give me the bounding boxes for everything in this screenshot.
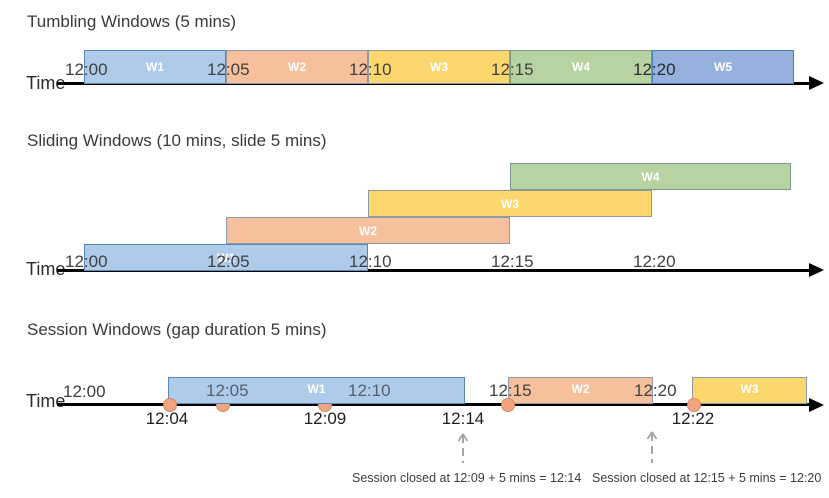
tick-label: 12:10 bbox=[349, 60, 392, 79]
sliding-axis-label: Time bbox=[26, 259, 66, 279]
tick-label: 12:10 bbox=[349, 252, 392, 271]
window-label: W2 bbox=[359, 224, 377, 238]
tick-label: 12:15 bbox=[489, 381, 532, 400]
tumbling-window-bar-w1: W1 bbox=[84, 50, 226, 84]
tick-label: 12:15 bbox=[491, 60, 534, 79]
window-label: W1 bbox=[217, 251, 235, 265]
session-axis-label: Time bbox=[26, 391, 66, 411]
tumbling-section-title: Tumbling Windows (5 mins) bbox=[27, 12, 237, 31]
tick-label: 12:00 bbox=[65, 252, 108, 271]
sliding-window-bar-w4: W4 bbox=[510, 163, 791, 190]
session-window-bar-w2: W2 bbox=[508, 377, 653, 404]
session-time-axis bbox=[57, 403, 812, 406]
session-axis-arrowhead-icon bbox=[809, 398, 824, 412]
window-label: W1 bbox=[146, 60, 164, 74]
tumbling-window-bar-w4: W4 bbox=[510, 50, 652, 84]
window-label: W5 bbox=[714, 60, 732, 74]
event-time-label: 12:14 bbox=[441, 409, 485, 428]
tumbling-window-bar-w3: W3 bbox=[368, 50, 510, 84]
event-dot bbox=[687, 398, 701, 412]
tick-label: 12:05 bbox=[206, 381, 249, 400]
sliding-time-axis bbox=[57, 269, 812, 272]
tumbling-window-bar-w5: W5 bbox=[652, 50, 794, 84]
tick-label: 12:05 bbox=[207, 60, 250, 79]
tumbling-axis-label: Time bbox=[26, 73, 66, 93]
session-window-bar-w3: W3 bbox=[692, 377, 807, 404]
tick-label: 12:00 bbox=[65, 60, 108, 79]
window-label: W3 bbox=[430, 60, 448, 74]
tick-label: 12:10 bbox=[348, 381, 391, 400]
sliding-section-title: Sliding Windows (10 mins, slide 5 mins) bbox=[27, 131, 327, 150]
tick-label: 12:05 bbox=[207, 252, 250, 271]
dashed-up-arrow-icon bbox=[646, 431, 658, 463]
event-time-label: 12:09 bbox=[303, 409, 347, 428]
session-section-title: Session Windows (gap duration 5 mins) bbox=[27, 320, 327, 339]
tick-label: 12:20 bbox=[633, 60, 676, 79]
dashed-up-arrow-icon bbox=[457, 433, 469, 463]
session-window-bar-w1: W1 bbox=[168, 377, 465, 404]
window-label: W2 bbox=[288, 60, 306, 74]
tumbling-axis-arrowhead-icon bbox=[809, 76, 824, 90]
sliding-axis-arrowhead-icon bbox=[809, 263, 824, 277]
event-dot bbox=[501, 398, 515, 412]
window-label: W2 bbox=[571, 382, 590, 396]
tumbling-window-bar-w2: W2 bbox=[226, 50, 368, 84]
tick-label: 12:00 bbox=[63, 382, 106, 401]
sliding-window-bar-w2: W2 bbox=[226, 217, 510, 244]
window-label: W4 bbox=[641, 170, 660, 184]
session-closed-annotation: Session closed at 12:09 + 5 mins = 12:14 bbox=[352, 471, 582, 485]
event-time-label: 12:04 bbox=[145, 409, 189, 428]
window-label: W3 bbox=[740, 382, 759, 396]
event-dot bbox=[163, 398, 177, 412]
session-closed-annotation: Session closed at 12:15 + 5 mins = 12:20 bbox=[592, 471, 822, 485]
window-label: W1 bbox=[307, 382, 326, 396]
sliding-window-bar-w3: W3 bbox=[368, 190, 652, 217]
sliding-window-bar-w1: W1 bbox=[84, 244, 368, 271]
window-label: W4 bbox=[572, 60, 590, 74]
tick-label: 12:15 bbox=[491, 252, 534, 271]
event-time-label: 12:22 bbox=[671, 409, 715, 428]
window-label: W3 bbox=[501, 197, 519, 211]
tick-label: 12:20 bbox=[634, 381, 677, 400]
tick-label: 12:20 bbox=[633, 252, 676, 271]
